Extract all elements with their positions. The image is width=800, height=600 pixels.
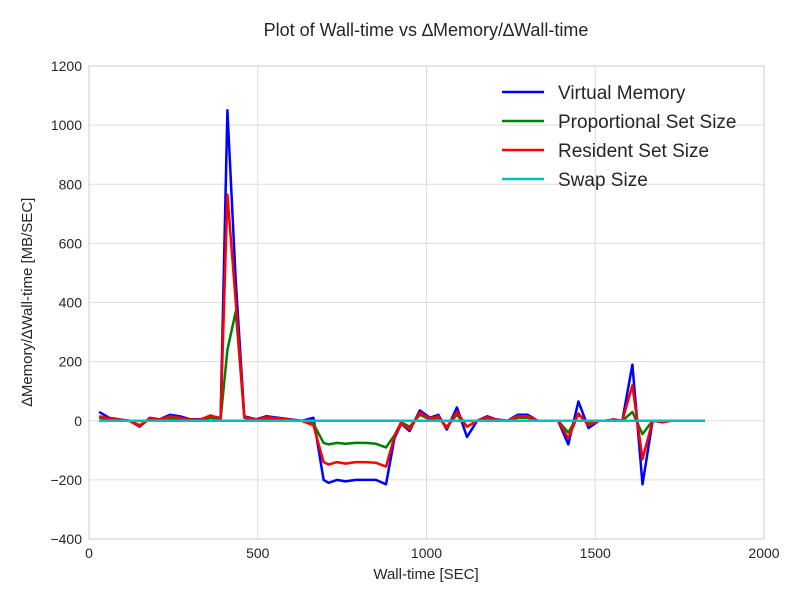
legend-label-proportional-set-size: Proportional Set Size [558,112,737,133]
y-tick-label: 800 [59,176,83,192]
y-tick-label: 1200 [51,58,82,74]
x-tick-label: 1500 [580,545,611,561]
legend: Virtual Memory Proportional Set Size Resid… [502,83,737,191]
x-tick-label: 500 [246,545,270,561]
y-tick-label: 400 [59,295,83,311]
series-lines [98,109,705,486]
legend-label-resident-set-size: Resident Set Size [558,141,709,162]
x-axis-label: Wall-time [SEC] [373,566,478,583]
y-tick-labels: −400 −200 0 200 400 600 800 1000 1200 [50,58,82,547]
x-tick-labels: 0 500 1000 1500 2000 [85,545,780,561]
chart-title: Plot of Wall-time vs ∆Memory/∆Wall-time [264,20,589,40]
x-tick-label: 2000 [748,545,779,561]
y-axis-label: ∆Memory/∆Wall-time [MB/SEC] [19,198,36,407]
legend-label-swap-size: Swap Size [558,170,648,191]
x-tick-label: 1000 [411,545,442,561]
y-tick-label: −400 [50,531,82,547]
y-tick-label: 1000 [51,117,82,133]
plot-frame [88,65,765,540]
y-tick-label: −200 [50,472,82,488]
x-tick-label: 0 [85,545,93,561]
y-tick-label: 600 [59,235,83,251]
y-tick-label: 0 [74,413,82,429]
y-tick-label: 200 [59,354,83,370]
legend-label-virtual-memory: Virtual Memory [558,83,686,104]
